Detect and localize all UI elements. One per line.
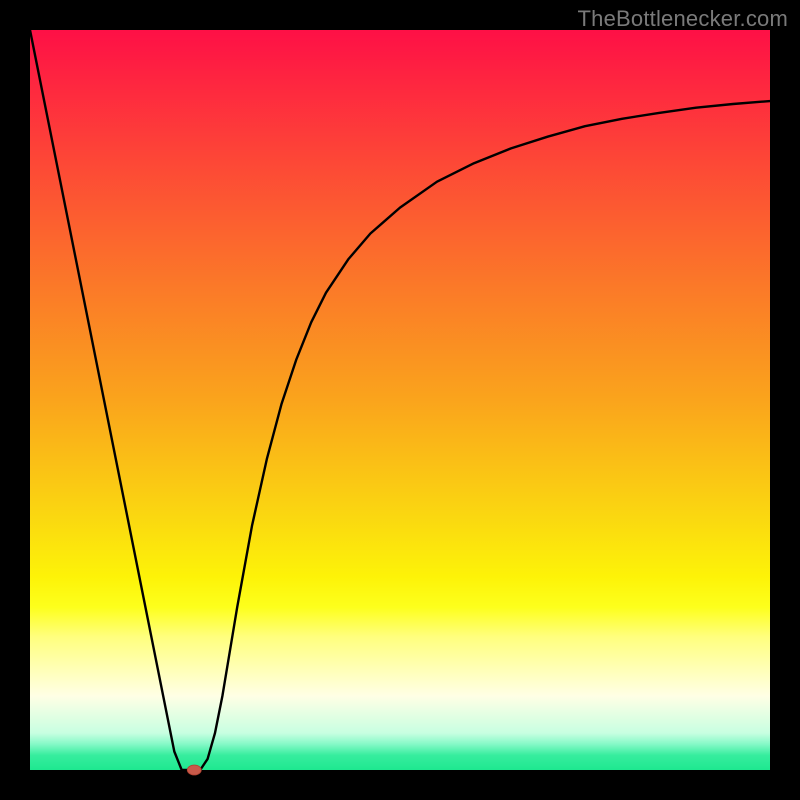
chart-background-gradient [30, 30, 770, 770]
watermark-text: TheBottlenecker.com [578, 6, 788, 32]
optimal-point-marker [187, 765, 201, 775]
chart-container: TheBottlenecker.com [0, 0, 800, 800]
bottleneck-chart [0, 0, 800, 800]
